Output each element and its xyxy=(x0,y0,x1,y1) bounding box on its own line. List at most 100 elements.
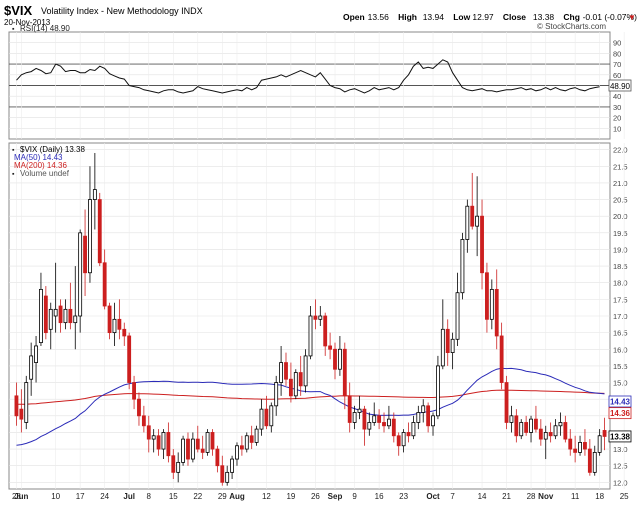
candle-body xyxy=(235,445,239,460)
candle xyxy=(563,415,568,443)
candle-body xyxy=(480,215,484,274)
candle xyxy=(450,332,455,370)
candle xyxy=(460,232,465,300)
close-last-box: 13.38 xyxy=(608,430,632,443)
candle-body xyxy=(578,442,582,453)
candle-body xyxy=(220,465,225,483)
price-tick-label: 18.0 xyxy=(613,279,628,288)
candle-body xyxy=(318,315,323,320)
candle-body xyxy=(19,408,24,420)
candle-body xyxy=(171,455,176,473)
candle-body xyxy=(293,372,298,397)
candle-body xyxy=(117,318,122,330)
candle-body xyxy=(529,418,533,433)
candle-body xyxy=(68,308,73,324)
candle xyxy=(117,299,122,340)
candle-body xyxy=(298,372,303,387)
x-tick-label: 12 xyxy=(262,492,271,501)
price-tick-label: 22.0 xyxy=(613,146,628,155)
candle-body xyxy=(386,418,391,427)
candle-body xyxy=(440,328,445,367)
price-tick-label: 15.5 xyxy=(613,362,628,371)
candle xyxy=(573,435,578,463)
candle-body xyxy=(519,422,524,437)
rsi-panel: 102030405060708090 ▪ RSI(14) 48.90 48.90 xyxy=(8,24,632,140)
candle-body xyxy=(34,345,38,363)
candle xyxy=(151,429,156,453)
candle xyxy=(548,422,553,443)
candle-body xyxy=(112,318,117,334)
candle xyxy=(14,382,19,426)
candle xyxy=(68,282,73,330)
candle-body xyxy=(568,438,573,450)
candle xyxy=(568,429,573,456)
candle-body xyxy=(269,405,274,427)
candle xyxy=(29,342,34,396)
candle-body xyxy=(538,428,543,440)
candle xyxy=(200,435,205,460)
candle xyxy=(225,465,230,486)
candle xyxy=(112,302,117,346)
ohlc-label: High xyxy=(398,12,417,22)
candle xyxy=(63,299,68,330)
candle xyxy=(455,272,460,346)
price-tick-label: 13.0 xyxy=(613,445,628,454)
x-tick-label: Jul xyxy=(123,492,135,501)
candle-body xyxy=(445,328,450,353)
candle-body xyxy=(602,430,607,437)
candle-body xyxy=(362,408,367,430)
candle xyxy=(205,429,210,456)
candle-body xyxy=(548,432,553,437)
ma50-last-box: 14.43 xyxy=(608,395,632,408)
candle xyxy=(122,322,127,346)
ma200-last-box-bg xyxy=(608,407,632,420)
candle xyxy=(107,302,112,340)
candle xyxy=(48,302,53,350)
price-tick-label: 12.5 xyxy=(613,462,628,471)
chart-date: 20-Nov-2013 xyxy=(4,18,51,27)
candle-body xyxy=(274,382,279,407)
candle xyxy=(553,419,558,440)
candle xyxy=(171,449,176,480)
ohlc-value: 13.94 xyxy=(423,12,445,22)
candle xyxy=(445,319,450,366)
candle xyxy=(543,425,548,460)
candle xyxy=(259,399,264,436)
candle-body xyxy=(465,205,470,240)
candle xyxy=(318,306,323,326)
candle-body xyxy=(176,461,181,473)
x-tick-label: 28 xyxy=(12,492,21,501)
candle-body xyxy=(102,262,107,307)
candle xyxy=(166,422,171,463)
candle xyxy=(534,405,538,433)
candle-body xyxy=(333,348,337,370)
candle-body xyxy=(416,412,421,423)
candle xyxy=(19,389,24,433)
candle xyxy=(396,432,401,456)
candle-body xyxy=(499,335,504,383)
symbol-description: Volatility Index - New Methodology INDX xyxy=(41,6,203,16)
candle-body xyxy=(166,432,171,457)
candle xyxy=(519,419,524,440)
x-tick-label: Nov xyxy=(538,492,554,501)
candle xyxy=(583,429,587,456)
candle xyxy=(58,299,63,333)
candle xyxy=(83,209,87,297)
candle-body xyxy=(592,452,597,473)
rsi-tick-label: 10 xyxy=(613,124,621,133)
candle-body xyxy=(146,425,151,440)
price-tick-label: 12.0 xyxy=(613,478,628,487)
candle-body xyxy=(323,315,328,347)
price-tick-label: 20.5 xyxy=(613,196,628,205)
candle xyxy=(88,166,92,283)
candle-body xyxy=(97,199,102,264)
price-panel: 12.012.513.013.514.014.515.015.516.016.5… xyxy=(8,142,632,490)
candle xyxy=(34,335,38,383)
price-tick-label: 20.0 xyxy=(613,212,628,221)
candle-body xyxy=(151,435,156,440)
candle-body xyxy=(573,448,578,453)
candle-body xyxy=(460,239,465,294)
x-tick-label: 8 xyxy=(147,492,152,501)
candle xyxy=(141,405,146,433)
